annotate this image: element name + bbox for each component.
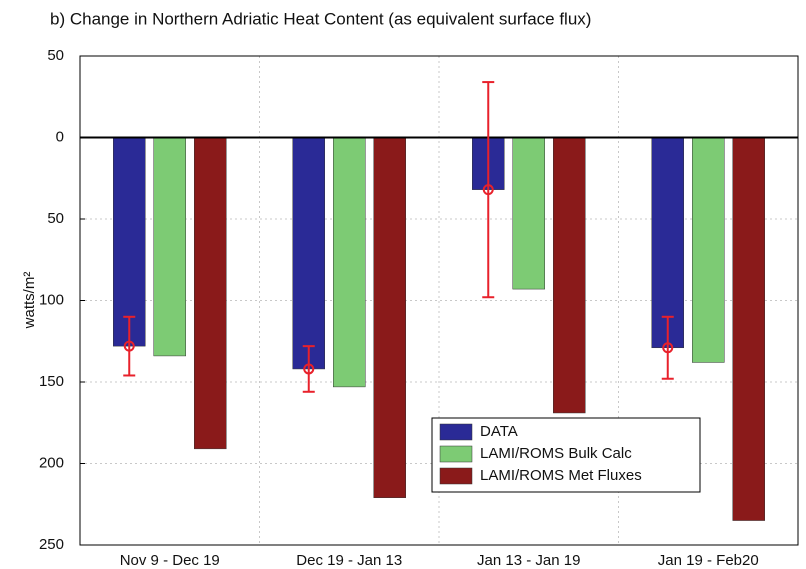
y-tick-label: 200 <box>39 454 64 471</box>
x-tick-label: Dec 19 - Jan 13 <box>296 552 402 569</box>
error-marker <box>482 184 494 196</box>
error-bar <box>123 315 136 377</box>
y-tick-label: 50 <box>47 47 64 64</box>
legend-label: DATA <box>480 423 518 440</box>
bar <box>692 137 725 363</box>
error-marker <box>303 363 315 375</box>
bar <box>512 137 545 290</box>
legend-swatch <box>439 423 473 441</box>
legend-label: LAMI/ROMS Bulk Calc <box>480 445 632 462</box>
x-tick-label: Jan 13 - Jan 19 <box>477 552 580 569</box>
legend-swatch <box>439 445 473 463</box>
chart-title: b) Change in Northern Adriatic Heat Cont… <box>50 9 591 28</box>
bar <box>292 137 325 370</box>
bar <box>651 137 684 349</box>
bar <box>333 137 366 388</box>
bar <box>553 137 586 414</box>
bar <box>732 137 765 521</box>
y-tick-label: 0 <box>56 128 64 145</box>
legend-swatch <box>439 467 473 485</box>
x-tick-label: Jan 19 - Feb20 <box>658 552 759 569</box>
y-tick-label: 150 <box>39 373 64 390</box>
y-axis-label: watts/m² <box>21 272 38 330</box>
error-marker <box>123 340 135 352</box>
legend-box <box>431 417 701 493</box>
error-bar <box>661 315 674 380</box>
bar <box>153 137 186 357</box>
legend-label: LAMI/ROMS Met Fluxes <box>480 467 642 484</box>
x-tick-label: Nov 9 - Dec 19 <box>120 552 220 569</box>
bar <box>113 137 146 347</box>
bar <box>373 137 406 498</box>
plot-frame <box>79 55 799 546</box>
y-tick-label: 50 <box>47 210 64 227</box>
y-tick-label: 100 <box>39 291 64 308</box>
bar <box>194 137 227 450</box>
error-bar <box>482 81 495 299</box>
y-tick-label: 250 <box>39 536 64 553</box>
error-bar <box>302 345 315 393</box>
error-marker <box>662 342 674 354</box>
